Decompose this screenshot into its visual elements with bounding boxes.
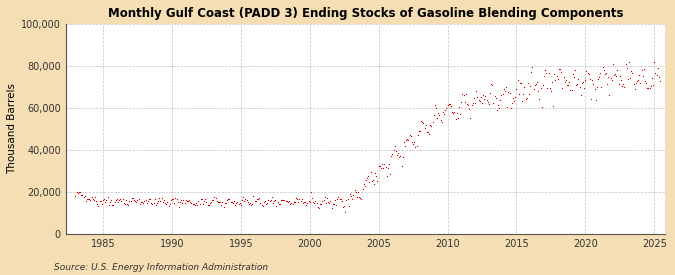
Y-axis label: Thousand Barrels: Thousand Barrels bbox=[7, 83, 17, 174]
Title: Monthly Gulf Coast (PADD 3) Ending Stocks of Gasoline Blending Components: Monthly Gulf Coast (PADD 3) Ending Stock… bbox=[108, 7, 623, 20]
Text: Source: U.S. Energy Information Administration: Source: U.S. Energy Information Administ… bbox=[54, 263, 268, 272]
